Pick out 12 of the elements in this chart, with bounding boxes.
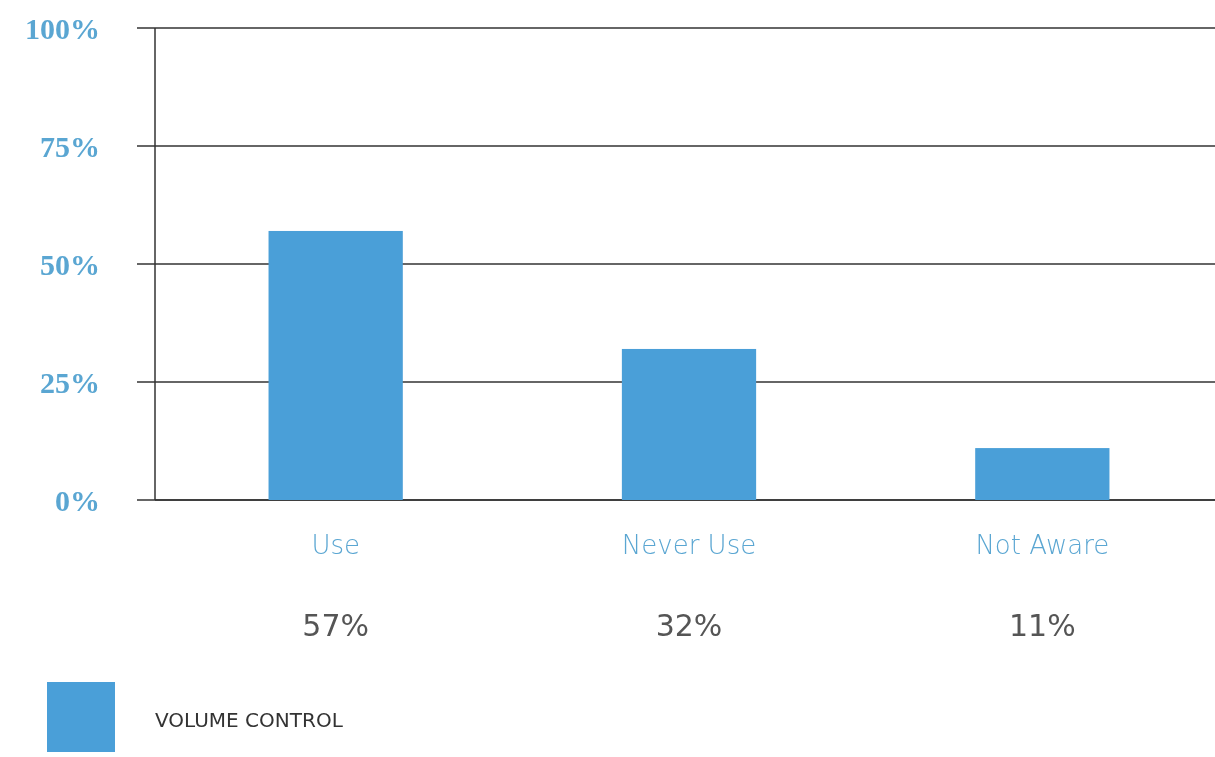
data-label: 57% (302, 607, 370, 643)
y-tick-label: 50% (40, 247, 100, 281)
data-label: 11% (1008, 607, 1076, 643)
data-label: 32% (655, 607, 723, 643)
x-tick-label: Not Aware (975, 530, 1110, 561)
y-tick-label: 0% (55, 483, 100, 517)
x-tick-label: Never Use (621, 530, 757, 561)
y-tick-label: 25% (40, 365, 100, 399)
y-tick-label: 75% (40, 129, 100, 163)
x-tick-label: Use (311, 530, 360, 561)
y-tick-label: 100% (25, 11, 100, 45)
text: VOLUME CONTROL (155, 708, 344, 732)
